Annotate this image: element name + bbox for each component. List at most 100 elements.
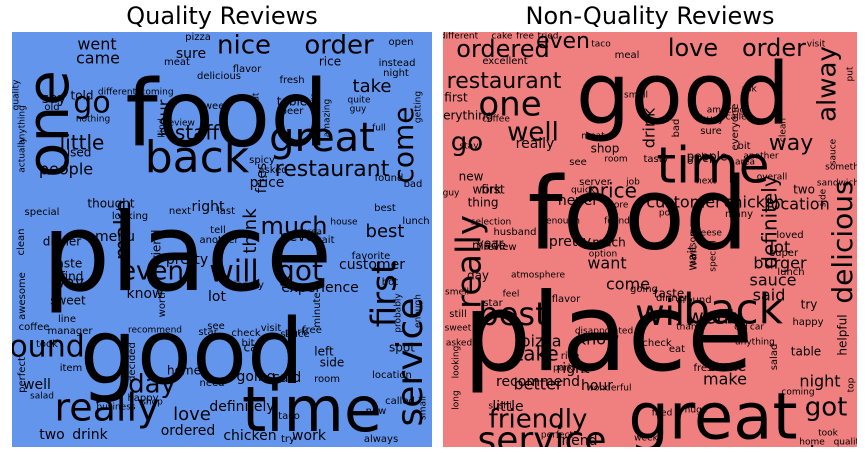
quality-reviews-title: Quality Reviews [126,2,318,30]
quality-word: clean [16,229,27,256]
quality-word: go [73,86,110,121]
quality-word: location [372,370,412,381]
non-quality-word: fresh [693,363,718,374]
quality-word: fries [254,163,270,193]
quality-word: flavor [233,64,262,75]
non-quality-word: found [604,217,630,227]
quality-word: two [39,427,65,443]
non-quality-word: many [725,209,753,220]
quality-word: one [14,70,82,178]
quality-word: bit [241,338,254,349]
non-quality-word: see [569,157,587,168]
non-quality-word: feel [503,290,520,300]
non-quality-word: lunch [777,267,804,278]
non-quality-word: friend [557,433,598,447]
quality-word: best [366,221,405,242]
non-quality-word: different [443,32,479,42]
non-quality-word: way [769,131,814,156]
quality-word: review [165,119,195,129]
quality-word: taco [278,411,300,422]
non-quality-word: salad [769,344,780,371]
quality-word: never [280,229,320,245]
quality-word: went [77,35,116,54]
non-quality-word: better [514,375,563,394]
non-quality-word: eat [669,344,685,355]
non-quality-word: day [467,269,489,283]
quality-word: pork [285,327,308,338]
quality-word: found [375,173,404,184]
non-quality-word: car [750,323,764,333]
quality-word: service [390,298,431,427]
quality-word: guy [350,105,367,115]
quality-word: spot [389,341,415,355]
quality-word: know [127,286,164,302]
non-quality-word: ordered [456,35,549,63]
non-quality-word: restaurant [447,69,562,94]
non-quality-word: sauce [829,138,839,165]
quality-word: nothing [76,115,110,125]
non-quality-word: really [450,215,490,309]
quality-word: star [198,327,218,338]
non-quality-word: happy [792,317,823,328]
quality-word: even [120,257,184,287]
non-quality-word: best [478,295,547,333]
quality-word: amazing [323,99,333,137]
non-quality-word: taste [654,287,684,301]
non-quality-word: check [642,338,671,349]
quality-word: night [383,68,409,79]
quality-word: nice [217,32,271,61]
quality-word: house [330,218,358,228]
non-quality-word: service [478,420,607,447]
quality-word: hour [155,99,174,136]
quality-word: rice [319,55,341,69]
quality-word: actually [18,137,28,173]
quality-word: really [54,386,159,430]
quality-word: shop [141,398,163,408]
quality-word: called [385,396,415,407]
non-quality-word: something [825,163,857,173]
quality-word: store [310,92,320,115]
non-quality-word: much [592,236,626,250]
quality-word: order [304,32,374,61]
quality-word: coffee [19,322,50,333]
quality-word: open [389,37,414,48]
non-quality-word: came [708,359,747,375]
non-quality-word: know [577,330,619,349]
quality-reviews-wordcloud: food place good time one back great really servi… [12,32,432,447]
non-quality-word: week [634,434,658,444]
quality-word: thought [87,197,134,211]
non-quality-word: food [527,155,748,272]
non-quality-word: huge [685,406,708,416]
non-quality-word: alway [813,46,843,122]
non-quality-word: special [709,240,719,271]
non-quality-word: everything [443,109,493,123]
quality-word: anything [18,105,28,145]
quality-word: line [58,314,76,325]
non-quality-word: star [483,298,503,309]
quality-word: coming [140,88,173,98]
non-quality-word: thing [468,196,499,210]
quality-word: came [76,49,120,68]
quality-word: pretty [166,252,208,268]
quality-word: definitely [209,399,274,415]
non-quality-word: selection [471,218,511,228]
non-quality-word: take [515,342,558,366]
non-quality-word: amazing [707,106,745,116]
non-quality-word: cake [492,32,513,42]
quality-word: way [52,273,84,292]
non-quality-word: guy [443,189,460,199]
quality-word: food [125,60,328,167]
non-quality-reviews-title: Non-Quality Reviews [525,2,775,30]
quality-word: took [36,339,58,350]
non-quality-word: year [477,237,504,251]
non-quality-word: sushi [488,402,511,412]
non-quality-word: everyone [730,104,741,151]
non-quality-word: location [766,195,829,214]
quality-word: customer [339,257,405,273]
quality-word: see [207,321,225,332]
quality-word: taste [52,257,82,271]
non-quality-word: go [451,128,483,158]
quality-word: price [250,175,285,191]
non-quality-word: coffee [482,115,510,125]
non-quality-word: coming [781,388,814,398]
